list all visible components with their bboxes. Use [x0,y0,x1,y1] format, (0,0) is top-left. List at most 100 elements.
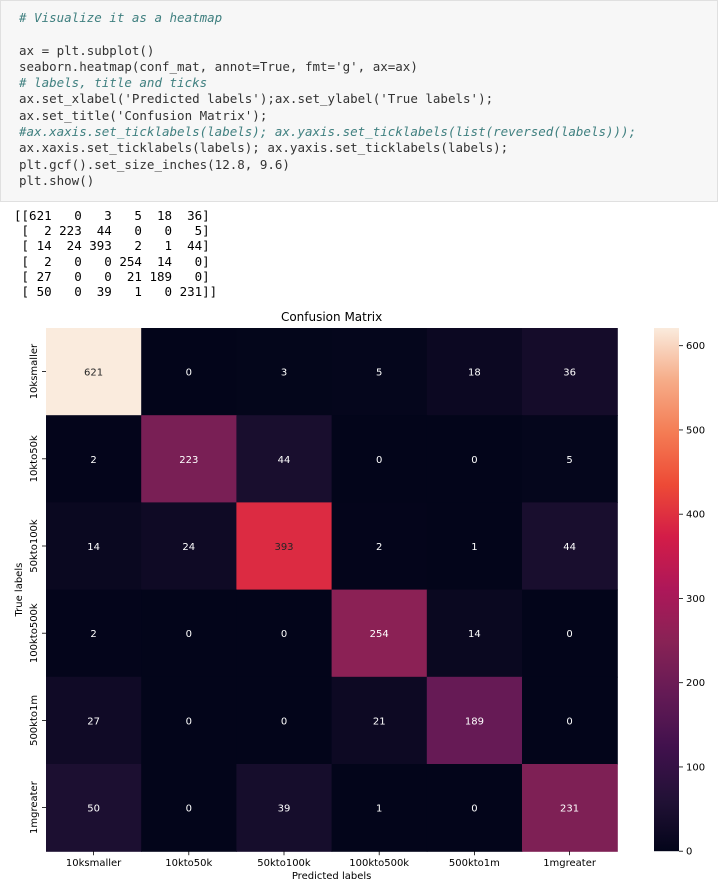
heatmap-cell [331,328,428,416]
cell-annotation: 0 [186,368,192,379]
code-cell-input[interactable]: # Visualize it as a heatmap ax = plt.sub… [0,0,718,202]
heatmap-cell [236,328,333,416]
cell-annotation: 3 [281,368,287,379]
heatmap-cell [141,415,237,503]
cell-annotation: 2 [90,455,96,466]
colorbar-tick-label: 500 [686,425,705,436]
y-tick-label: 1mgreater [29,780,40,834]
x-tick-label: 50kto100k [257,858,311,869]
cell-annotation: 21 [373,716,386,727]
cell-annotation: 0 [471,804,477,815]
cell-annotation: 0 [566,716,572,727]
heatmap-cell [522,328,618,416]
x-axis-label: Predicted labels [292,871,372,882]
cell-annotation: 0 [186,716,192,727]
cell-annotation: 2 [90,629,96,640]
heatmap-figure: Confusion Matrix 621 0 3 5 18 36 2 223 44 0 0 5 14 24 3… [0,305,718,884]
colorbar-tick-label: 100 [686,762,705,773]
code-line: # labels, title and ticks [19,75,208,91]
heatmap-cell [331,589,428,678]
cell-annotation: 0 [471,455,477,466]
code-line: ax.xaxis.set_ticklabels(labels); ax.yaxi… [19,140,509,156]
heatmap-cell [426,676,523,765]
heatmap-cell [46,676,142,765]
heatmap-cell [522,676,618,765]
code-line: # Visualize it as a heatmap [19,10,223,25]
heatmap-cell [522,502,618,591]
heatmap-cell [426,589,523,678]
heatmap-cell [46,764,142,852]
cell-annotation: 5 [566,455,572,466]
x-tick-label: 10ksmaller [66,858,122,869]
code-line: plt.show() [19,172,95,188]
heatmap-cell [522,764,618,852]
code-line: ax.set_xlabel('Predicted labels');ax.set… [19,91,494,107]
colorbar-tick-label: 0 [686,847,692,858]
cell-annotation: 18 [468,368,481,379]
code-line: #ax.xaxis.set_ticklabels(labels); ax.yax… [19,124,637,140]
heatmap-cell [141,589,237,678]
colorbar-tick-label: 400 [686,510,705,521]
cell-annotation: 27 [87,716,100,727]
heatmap-cell [426,502,523,591]
cell-annotation: 1 [376,804,382,815]
cell-annotation: 189 [465,716,484,727]
heatmap-cell [331,415,428,503]
code-block[interactable]: # Visualize it as a heatmap ax = plt.sub… [19,10,636,189]
y-tick-label: 500kto1m [29,695,40,746]
cell-annotation: 44 [563,542,576,553]
cell-annotation: 231 [560,804,579,815]
code-line: ax = plt.subplot() [19,42,155,58]
heatmap-cell [46,589,142,678]
cell-annotation: 1 [471,542,477,553]
cell-annotation: 621 [84,368,103,379]
colorbar [654,328,679,852]
colorbar-tick-label: 600 [686,341,705,352]
cell-annotation: 254 [370,629,389,640]
y-tick-label: 10kto50k [29,435,40,482]
cell-annotation: 0 [566,629,572,640]
heatmap-cell [46,415,142,503]
cell-annotation: 36 [563,368,576,379]
cell-annotation: 0 [186,804,192,815]
cell-annotation: 0 [281,716,287,727]
cell-annotation: 0 [376,455,382,466]
x-tick-label: 10kto50k [165,858,212,869]
cell-annotation: 14 [87,542,100,553]
heatmap-cell [236,502,333,591]
heatmap-cell [331,764,428,852]
cell-annotation: 2 [376,542,382,553]
heatmap-cell [236,415,333,503]
y-tick-label: 100kto500k [29,603,40,663]
code-line: ax.set_title('Confusion Matrix'); [19,107,268,123]
x-tick-label: 100kto500k [349,858,409,869]
code-line: plt.gcf().set_size_inches(12.8, 9.6) [19,156,290,172]
y-axis-label: True labels [14,563,25,618]
heatmap-cell [46,502,142,591]
cell-annotation: 50 [87,804,100,815]
heatmap-cell [236,676,333,765]
heatmap-cell [141,328,237,416]
heatmap-cell [236,764,333,852]
cell-annotation: 14 [468,629,481,640]
cell-annotation: 24 [182,542,195,553]
heatmap-cell [141,764,237,852]
cell-annotation: 0 [186,629,192,640]
x-tick-label: 500kto1m [449,858,500,869]
heatmap-cell [236,589,333,678]
cell-annotation: 39 [278,804,291,815]
x-tick-label: 1mgreater [543,858,597,869]
colorbar-tick-label: 300 [686,594,705,605]
cell-annotation: 223 [179,455,198,466]
cell-annotation: 5 [376,368,382,379]
cell-annotation: 44 [278,455,291,466]
heatmap-cell [426,764,523,852]
heatmap-cell [331,676,428,765]
heatmap-cell [426,328,523,416]
heatmap-cell [141,676,237,765]
heatmap-cell [426,415,523,503]
cell-annotation: 0 [281,629,287,640]
heatmap-cell [522,415,618,503]
code-line: seaborn.heatmap(conf_mat, annot=True, fm… [19,58,418,74]
y-tick-label: 50kto100k [29,519,40,573]
